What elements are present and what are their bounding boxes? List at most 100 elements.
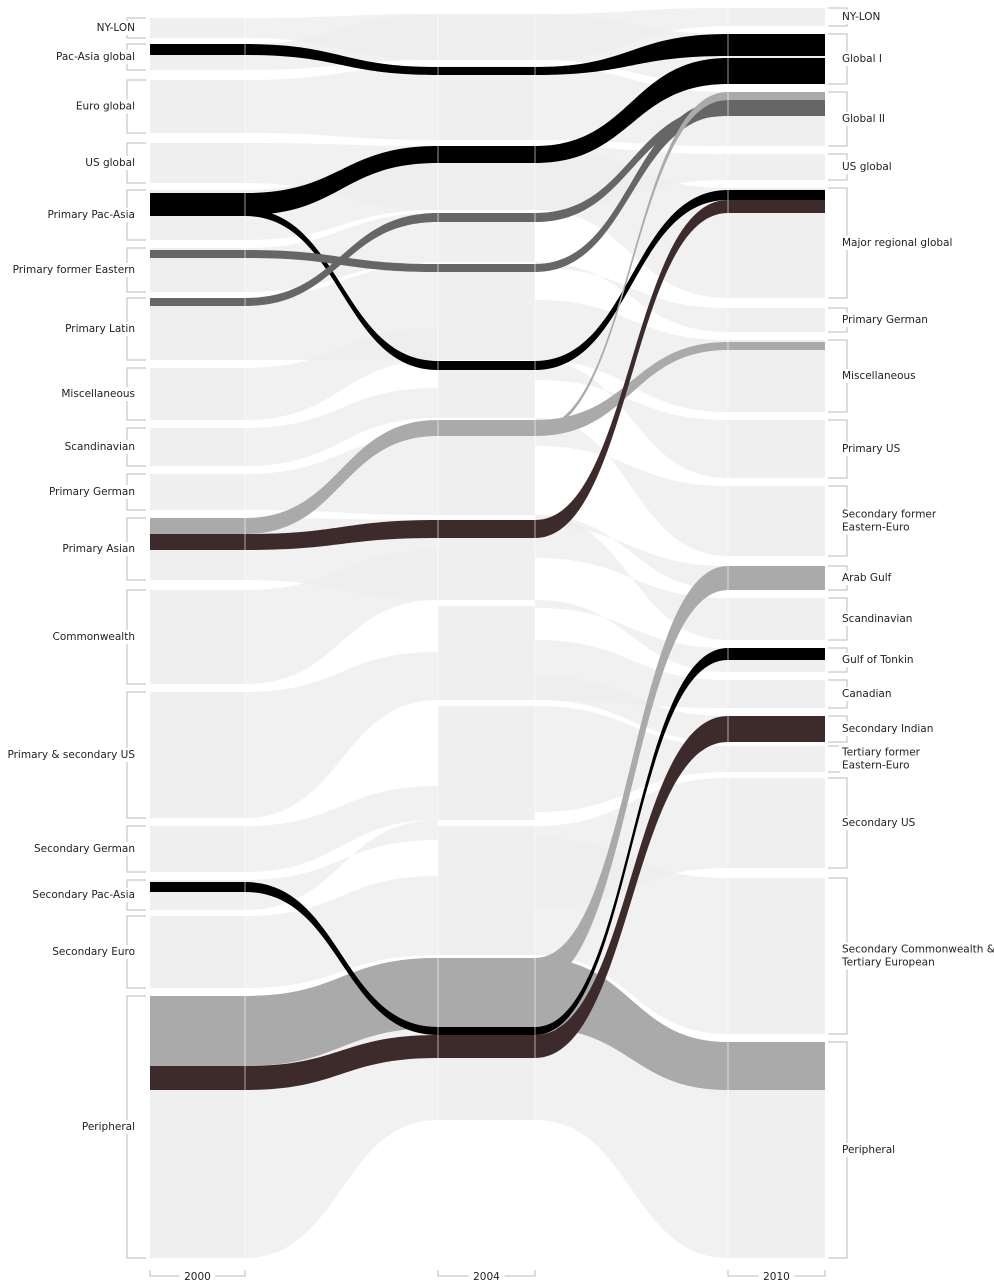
node: [728, 778, 825, 868]
highlight-node: [150, 44, 245, 55]
node-label: NY-LON: [97, 22, 135, 34]
flow: [535, 838, 728, 1034]
highlight-node: [438, 264, 535, 272]
flow: [245, 213, 438, 292]
node: [728, 878, 825, 1034]
highlight-node: [438, 958, 535, 985]
flow: [245, 150, 438, 240]
node-label: US global: [842, 161, 892, 173]
node-label: Global I: [842, 53, 882, 65]
label-bg: [840, 52, 884, 66]
node-label: Peripheral: [842, 1144, 895, 1156]
highlight-flow: [535, 100, 728, 272]
node-label: Primary & secondary US: [7, 749, 135, 761]
node: [728, 154, 825, 180]
node: [150, 80, 245, 133]
highlight-flow: [245, 146, 438, 215]
highlight-node: [728, 106, 825, 116]
node-label: Primary Pac-Asia: [47, 209, 135, 221]
label-bg: [30, 888, 137, 902]
node-label: Secondary Indian: [842, 723, 933, 735]
highlight-flow: [535, 58, 728, 163]
node: [438, 264, 535, 360]
label-bg: [60, 542, 137, 556]
label-bg: [54, 50, 137, 64]
node-label: Euro global: [76, 101, 135, 113]
highlight-flow: [245, 428, 438, 530]
label-bg: [840, 160, 894, 174]
label-bg: [468, 1270, 505, 1283]
flow: [245, 876, 438, 988]
highlight-node: [438, 67, 535, 75]
node: [728, 746, 825, 772]
node: [728, 8, 825, 26]
node: [438, 606, 535, 700]
node-label: Primary US: [842, 443, 901, 455]
highlight-node: [438, 146, 535, 163]
node-label: Secondary Pac-Asia: [32, 889, 135, 901]
node: [728, 680, 825, 708]
year-label: 2010: [763, 1271, 790, 1283]
label-bg: [840, 369, 918, 383]
flow: [245, 550, 438, 684]
year-label: 2004: [473, 1271, 500, 1283]
node-label: Primary German: [842, 314, 928, 326]
label-bg: [45, 208, 137, 222]
node-label: Secondary US: [842, 817, 916, 829]
highlight-node: [150, 524, 245, 530]
highlight-flow: [535, 200, 728, 538]
node-label: Secondary former: [842, 509, 937, 521]
label-bg: [50, 630, 137, 644]
node-label: Scandinavian: [65, 441, 135, 453]
label-bg: [83, 156, 137, 170]
label-bg: [840, 758, 912, 773]
flow: [535, 360, 728, 478]
highlight-node: [728, 716, 825, 742]
node: [150, 826, 245, 872]
highlight-node: [150, 882, 245, 892]
node-label: Major regional global: [842, 237, 952, 249]
highlight-flow: [535, 716, 728, 1058]
node-label: Primary former Eastern: [13, 264, 135, 276]
node-label: Scandinavian: [842, 613, 912, 625]
node: [150, 590, 245, 684]
highlight-node: [728, 34, 825, 56]
node: [728, 308, 825, 332]
highlight-node: [438, 1027, 535, 1035]
label-bg: [839, 955, 937, 970]
flow: [535, 600, 728, 672]
node-label: Miscellaneous: [61, 388, 135, 400]
label-bg: [840, 236, 955, 250]
highlight-flow: [535, 342, 728, 436]
node: [150, 18, 245, 38]
flow: [245, 652, 438, 818]
label-bg: [840, 653, 916, 667]
node-label: Secondary Commonwealth &: [842, 944, 994, 956]
label-bg: [840, 313, 930, 327]
node-label: Miscellaneous: [842, 370, 916, 382]
highlighted-flows: [150, 0, 825, 1258]
highlight-node: [438, 1035, 535, 1058]
highlight-node: [438, 520, 535, 538]
node: [438, 66, 535, 140]
flow: [535, 706, 728, 812]
highlight-node: [728, 200, 825, 213]
node: [438, 14, 535, 60]
node-label: Pac-Asia global: [56, 51, 135, 63]
highlight-node: [728, 648, 825, 660]
node-label: Eastern-Euro: [842, 760, 910, 772]
label-bg: [840, 687, 894, 701]
label-bg: [79, 1120, 137, 1134]
node-label: Global II: [842, 113, 885, 125]
label-bg: [32, 842, 137, 856]
label-bg: [840, 112, 888, 126]
highlight-flow: [535, 34, 728, 75]
node: [438, 826, 535, 955]
flow: [535, 262, 728, 332]
highlight-node: [150, 996, 245, 1010]
label-bg: [62, 440, 137, 454]
label-bg: [73, 99, 137, 114]
label-bg: [840, 442, 903, 456]
node: [728, 486, 825, 556]
